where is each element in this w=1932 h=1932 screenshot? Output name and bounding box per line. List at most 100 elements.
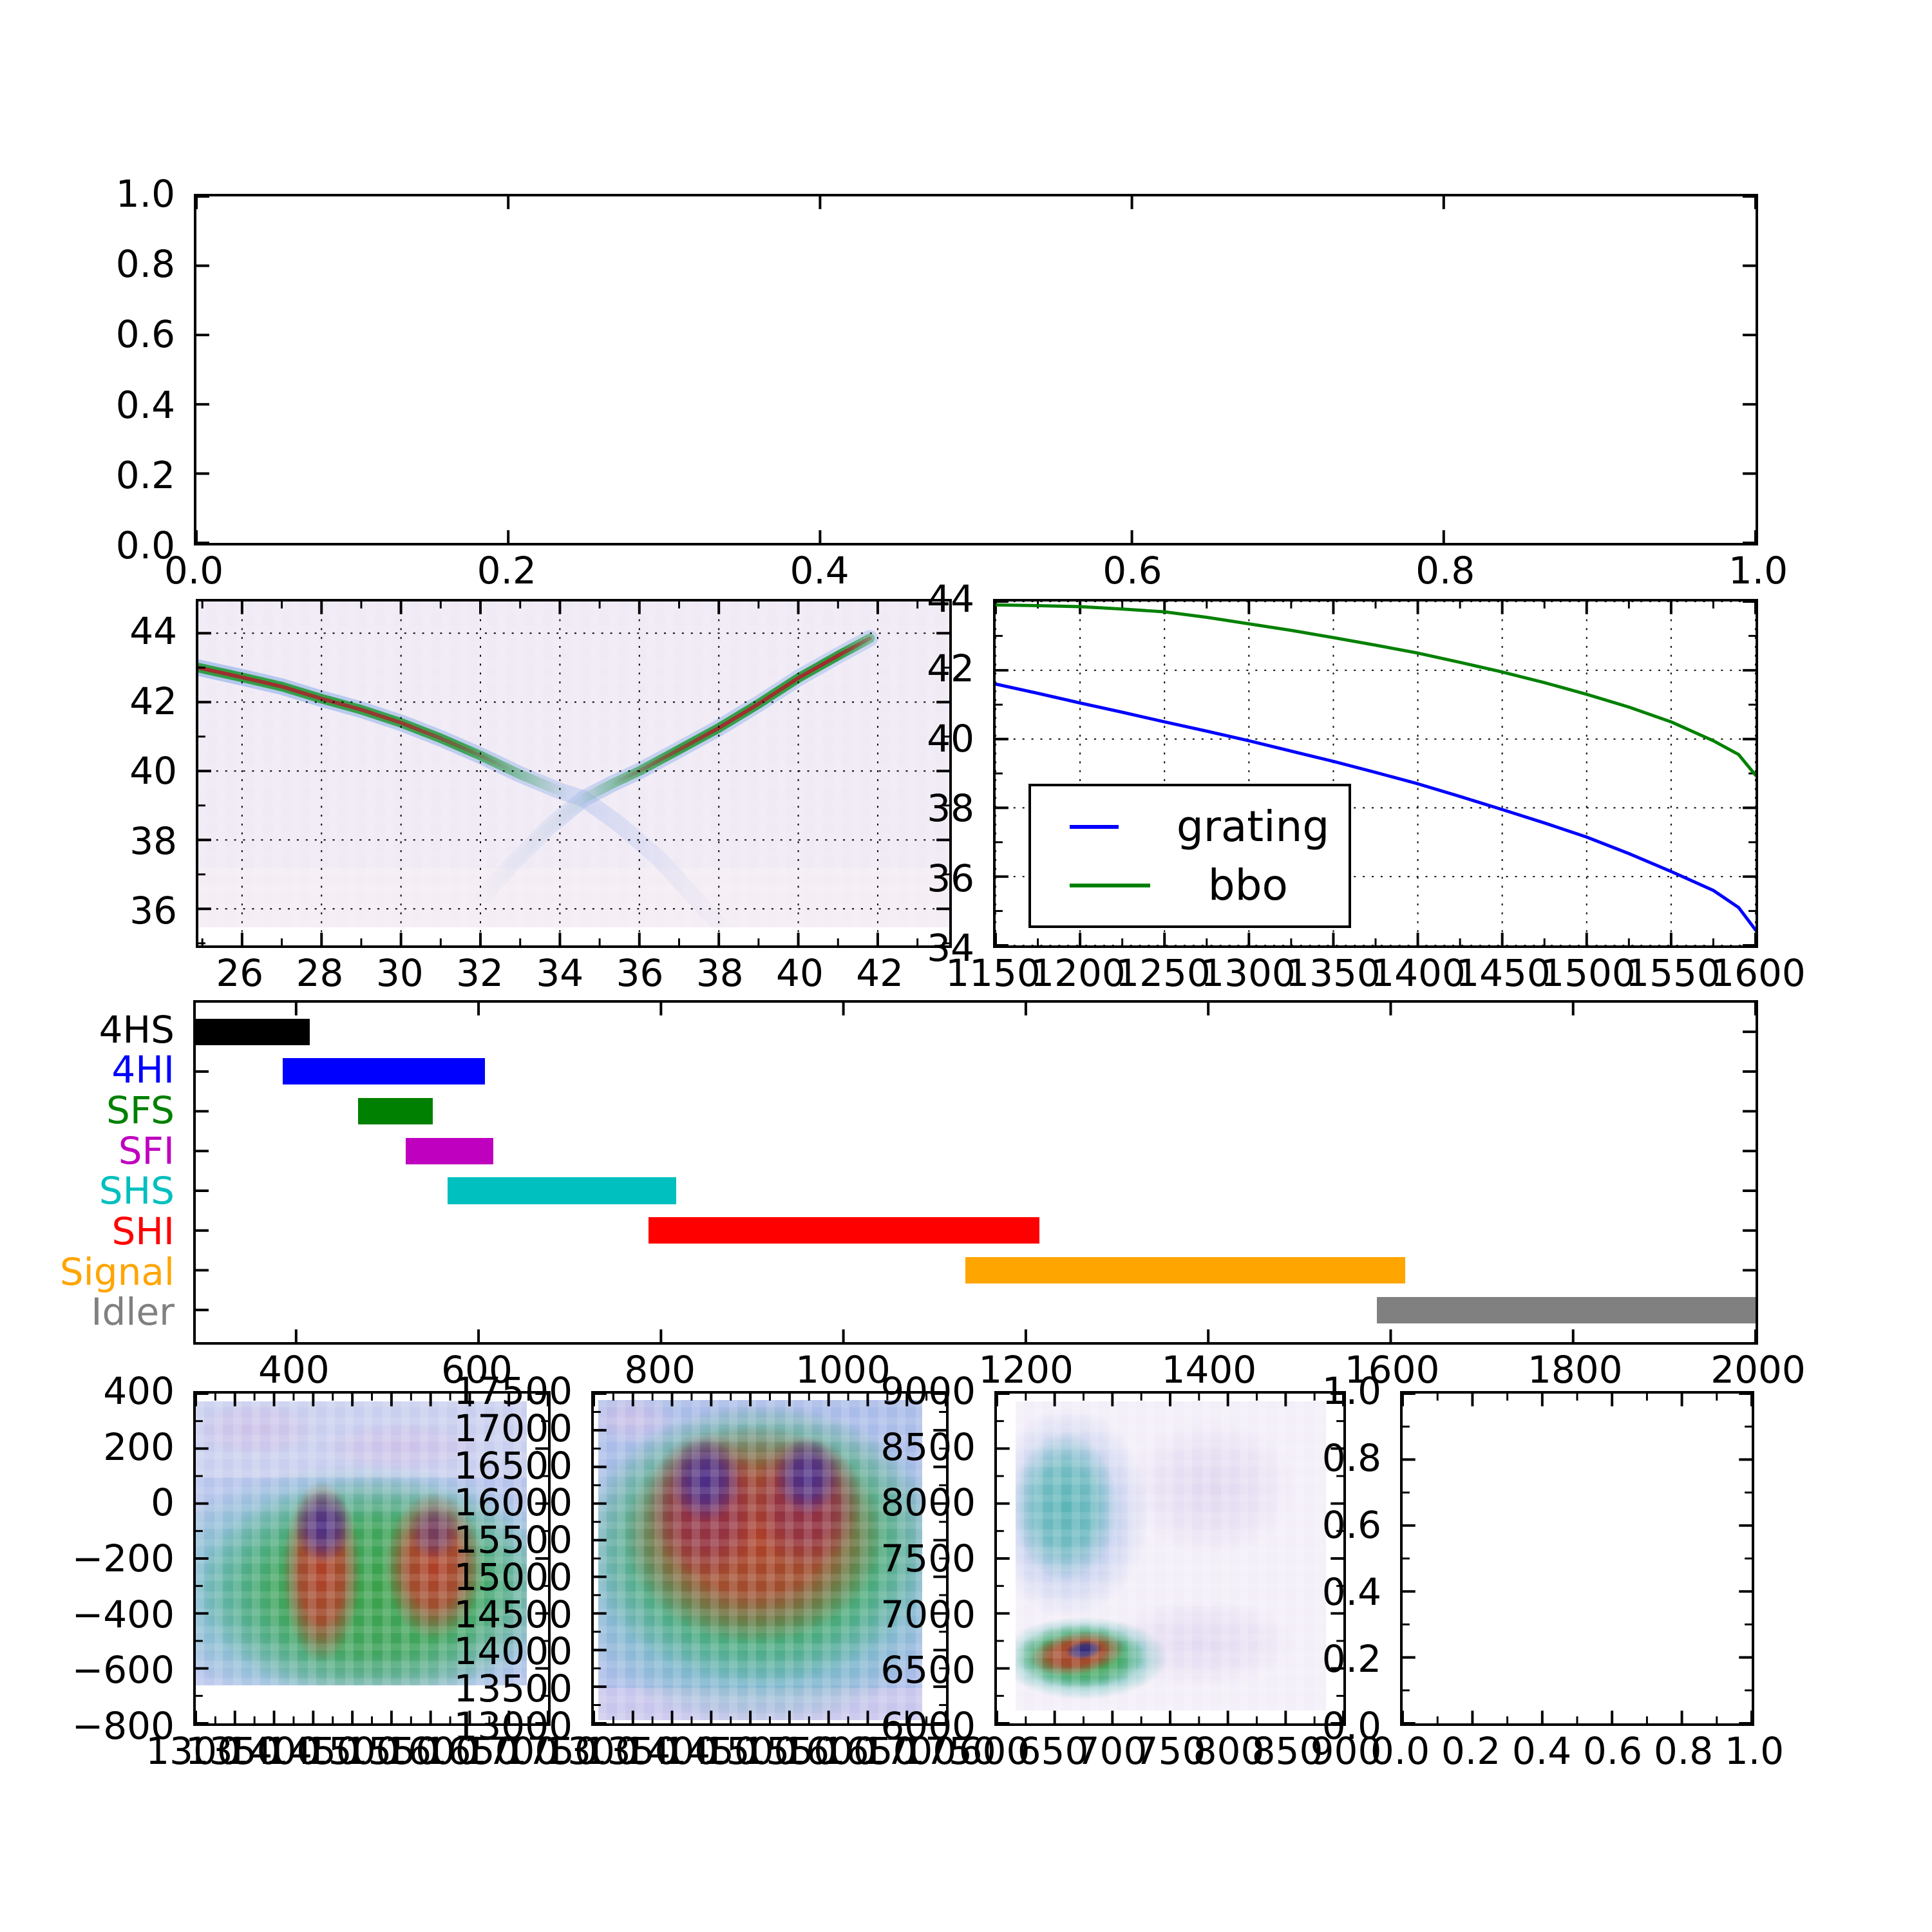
x-tick-label: 1500 bbox=[304, 1729, 400, 1773]
x-tick-labels-b4: 0.0 0.2 0.4 0.6 0.8 1.0 bbox=[1370, 1729, 1784, 1777]
legend-line-sample bbox=[1069, 824, 1119, 829]
x-tick-label: 800 bbox=[1193, 1729, 1265, 1773]
x-tick-label: 26 bbox=[216, 951, 264, 995]
y-tick-label: 1.0 bbox=[1321, 1369, 1381, 1413]
y-tick-label: 38 bbox=[129, 819, 177, 863]
y-tick-labels-heat1: 44 42 40 38 36 bbox=[38, 599, 186, 948]
x-tick-label: 1200 bbox=[978, 1348, 1074, 1392]
x-tick-label: 1150 bbox=[945, 951, 1041, 995]
x-tick-label: 1300 bbox=[544, 1729, 639, 1773]
x-tick-label: 1400 bbox=[225, 1729, 321, 1773]
x-tick-label: 1750 bbox=[503, 1729, 598, 1773]
axes-tuning-curves: grating bbo bbox=[993, 599, 1758, 948]
x-tick-label: 1350 bbox=[583, 1729, 679, 1773]
x-tick-label: 1500 bbox=[1540, 951, 1636, 995]
y-tick-label: −800 bbox=[71, 1704, 175, 1748]
band-bar-SHS bbox=[447, 1177, 677, 1204]
x-tick-label: 0.4 bbox=[790, 549, 849, 592]
y-tick-label: 0.6 bbox=[115, 312, 175, 357]
x-tick-labels-tuning: 1150 1200 1250 1300 1350 1400 1450 1500 1550 1600 bbox=[945, 951, 1806, 999]
y-tick-label: 40 bbox=[927, 716, 974, 761]
x-tick-label: 750 bbox=[1134, 1729, 1206, 1773]
legend-line-sample bbox=[1069, 883, 1150, 887]
band-bar-SFS bbox=[358, 1098, 433, 1125]
x-tick-label: 1550 bbox=[344, 1729, 440, 1773]
x-tick-label: 1400 bbox=[1161, 1348, 1257, 1392]
x-tick-label: 0.6 bbox=[1582, 1729, 1643, 1773]
y-tick-label: 42 bbox=[129, 679, 177, 723]
x-tick-label: 400 bbox=[258, 1348, 330, 1392]
series-line-grating bbox=[996, 682, 1756, 932]
x-tick-label: 1500 bbox=[702, 1729, 798, 1773]
y-tick-labels-b1: 400 200 0 −200 −400 −600 −800 bbox=[35, 1372, 184, 1745]
y-tick-label: 44 bbox=[927, 577, 974, 621]
axes-bands-layer bbox=[196, 1003, 1756, 1342]
x-tick-label: 0.0 bbox=[1370, 1729, 1430, 1773]
x-tick-label: 1350 bbox=[1285, 951, 1381, 995]
band-bar-Signal bbox=[965, 1256, 1406, 1283]
x-tick-label: 34 bbox=[536, 951, 584, 995]
axes-heat1-layer bbox=[198, 601, 949, 945]
heatmap-blob-lav bbox=[318, 1421, 484, 1473]
band-label-4HI: 4HI bbox=[111, 1048, 175, 1092]
y-tick-labels-b4: 1.0 0.8 0.6 0.4 0.2 0.0 bbox=[1242, 1372, 1390, 1745]
y-tick-label: 0.2 bbox=[115, 453, 175, 497]
y-tick-label: 16000 bbox=[453, 1481, 573, 1525]
y-tick-label: 200 bbox=[103, 1425, 175, 1469]
y-tick-label: 7000 bbox=[880, 1592, 976, 1636]
axes-b2-layer bbox=[594, 1394, 946, 1723]
y-tick-label: 14000 bbox=[453, 1629, 573, 1674]
x-tick-label: 1000 bbox=[795, 1348, 891, 1392]
x-tick-label: 42 bbox=[856, 951, 904, 995]
x-tick-label: 1700 bbox=[861, 1729, 957, 1773]
x-tick-label: 1650 bbox=[423, 1729, 519, 1773]
x-tick-label: 1650 bbox=[821, 1729, 917, 1773]
y-tick-label: −200 bbox=[71, 1537, 175, 1580]
x-tick-labels-top: 0.0 0.2 0.4 0.6 0.8 1.0 bbox=[164, 549, 1788, 597]
series-line-bbo bbox=[996, 603, 1756, 777]
y-tick-label: 1.0 bbox=[115, 172, 175, 216]
heatmap-blob-purple bbox=[293, 1489, 354, 1564]
y-tick-label: 15500 bbox=[453, 1518, 573, 1562]
x-tick-label: 1600 bbox=[1344, 1348, 1440, 1392]
x-tick-label: 1300 bbox=[146, 1729, 241, 1773]
y-tick-label: −400 bbox=[71, 1592, 175, 1636]
x-tick-label: 40 bbox=[776, 951, 824, 995]
x-tick-label: 1750 bbox=[901, 1729, 996, 1773]
band-bar-SHI bbox=[648, 1217, 1040, 1244]
x-tick-label: 1400 bbox=[623, 1729, 719, 1773]
x-tick-label: 0.6 bbox=[1103, 549, 1162, 592]
y-tick-label: 6000 bbox=[880, 1704, 976, 1748]
y-tick-label: 17000 bbox=[453, 1406, 573, 1450]
x-tick-label: 0.2 bbox=[1441, 1729, 1501, 1773]
y-tick-label: 0.4 bbox=[1321, 1570, 1381, 1614]
x-tick-label: 32 bbox=[456, 951, 504, 995]
y-tick-label: 0 bbox=[151, 1481, 175, 1525]
x-tick-labels-bands: 400 600 800 1000 1200 1400 1600 1800 2000 bbox=[193, 1348, 1806, 1396]
x-tick-label: 1450 bbox=[265, 1729, 360, 1773]
phasematch-curve bbox=[198, 665, 724, 928]
heatmap-blob-purple bbox=[775, 1438, 840, 1515]
y-tick-label: 16500 bbox=[453, 1443, 573, 1488]
x-tick-label: 0.2 bbox=[477, 549, 536, 592]
x-tick-label: 1450 bbox=[1455, 951, 1551, 995]
y-tick-labels-b3: 9000 8500 8000 7500 7000 6500 6000 bbox=[837, 1372, 985, 1745]
phasematch-curve bbox=[198, 663, 728, 928]
y-tick-label: 17500 bbox=[453, 1369, 573, 1413]
heatmap-blob-lav bbox=[1127, 1419, 1295, 1556]
legend-label: bbo bbox=[1208, 860, 1288, 911]
band-category-labels: 4HS 4HI SFS SFI SHS SHI Signal Idler bbox=[35, 1000, 184, 1345]
x-tick-label: 1550 bbox=[1625, 951, 1721, 995]
x-tick-label: 600 bbox=[441, 1348, 513, 1392]
x-tick-label: 36 bbox=[616, 951, 664, 995]
axes-b3-layer bbox=[997, 1394, 1343, 1723]
x-tick-labels-b1: 1300 1350 1400 1450 1500 1550 1600 1650 1700 1750 bbox=[146, 1729, 598, 1777]
y-tick-label: 8500 bbox=[880, 1425, 976, 1469]
x-tick-label: 2000 bbox=[1710, 1348, 1806, 1392]
x-tick-label: 1600 bbox=[782, 1729, 877, 1773]
band-label-Signal: Signal bbox=[59, 1249, 175, 1294]
x-tick-label: 0.4 bbox=[1511, 1729, 1572, 1773]
y-tick-label: 400 bbox=[103, 1369, 175, 1413]
band-bar-SFI bbox=[405, 1137, 493, 1164]
